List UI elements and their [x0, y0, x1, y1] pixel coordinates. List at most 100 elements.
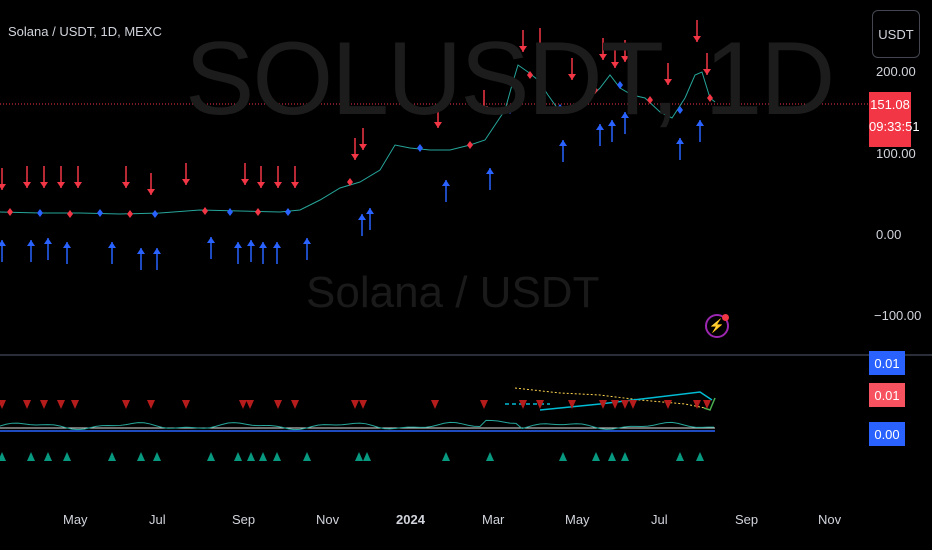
- up-triangle-marker: [273, 452, 281, 461]
- signal-diamond: [67, 210, 73, 218]
- buy-arrow: [108, 242, 116, 264]
- down-triangle-marker: [703, 400, 711, 409]
- buy-arrow: [153, 248, 161, 270]
- down-triangle-marker: [291, 400, 299, 409]
- buy-arrow: [442, 180, 450, 202]
- up-triangle-marker: [234, 452, 242, 461]
- up-triangle-marker: [153, 452, 161, 461]
- symbol-title[interactable]: Solana / USDT, 1D, MEXC: [8, 24, 162, 39]
- trendline-green: [703, 397, 716, 411]
- down-triangle-marker: [611, 400, 619, 409]
- sell-arrow: [147, 173, 155, 195]
- buy-arrow: [44, 238, 52, 260]
- buy-arrow: [207, 237, 215, 259]
- sell-arrow: [274, 166, 282, 188]
- oscillator-markers: [0, 400, 711, 461]
- down-triangle-marker: [599, 400, 607, 409]
- signal-diamond: [347, 178, 353, 186]
- signal-diamond: [97, 209, 103, 217]
- up-triangle-marker: [247, 452, 255, 461]
- down-triangle-marker: [71, 400, 79, 409]
- down-triangle-marker: [359, 400, 367, 409]
- signal-diamond: [527, 71, 533, 79]
- sell-arrow: [182, 163, 190, 185]
- buy-arrow: [608, 120, 616, 142]
- down-triangle-marker: [147, 400, 155, 409]
- sell-arrow: [257, 166, 265, 188]
- sell-arrow: [519, 30, 527, 52]
- sell-arrow: [664, 63, 672, 85]
- price-axis-label-100: 100.00: [876, 146, 916, 161]
- currency-button[interactable]: USDT: [872, 10, 920, 58]
- time-axis-label: 2024: [396, 512, 425, 527]
- sell-arrow: [351, 138, 359, 160]
- sell-arrow: [291, 166, 299, 188]
- up-triangle-marker: [44, 452, 52, 461]
- sell-arrow: [434, 106, 442, 128]
- price-axis-label-negative: −100.00: [874, 308, 922, 323]
- buy-arrow: [247, 240, 255, 262]
- buy-arrow: [358, 214, 366, 236]
- down-triangle-marker: [23, 400, 31, 409]
- buy-arrow: [27, 240, 35, 262]
- up-triangle-marker: [63, 452, 71, 461]
- down-triangle-marker: [122, 400, 130, 409]
- oscillator-pane: [0, 387, 716, 432]
- up-triangle-marker: [676, 452, 684, 461]
- price-axis-label-top: 200.00: [876, 64, 916, 79]
- sell-arrow: [74, 166, 82, 188]
- up-triangle-marker: [363, 452, 371, 461]
- sell-arrow: [568, 58, 576, 80]
- signal-diamond: [592, 86, 598, 94]
- up-triangle-marker: [559, 452, 567, 461]
- buy-arrow: [303, 238, 311, 260]
- signal-diamond: [677, 106, 683, 114]
- indicator-value-badge: 0.01: [869, 383, 905, 407]
- up-triangle-marker: [27, 452, 35, 461]
- signal-diamond: [285, 208, 291, 216]
- down-triangle-marker: [351, 400, 359, 409]
- buy-arrow: [234, 242, 242, 264]
- oscillator-line: [0, 419, 715, 431]
- lightning-icon[interactable]: ⚡: [705, 314, 729, 338]
- buy-arrow: [63, 242, 71, 264]
- signal-diamond: [227, 208, 233, 216]
- price-axis-label-zero: 0.00: [876, 227, 902, 242]
- last-price-tag: 151.08 09:33:51: [869, 92, 920, 147]
- buy-arrow: [366, 208, 374, 230]
- signal-markers: [0, 20, 713, 270]
- signal-diamond: [255, 208, 261, 216]
- last-price-value: 151.08: [870, 97, 910, 112]
- up-triangle-marker: [108, 452, 116, 461]
- signal-diamond: [127, 210, 133, 218]
- up-triangle-marker: [0, 452, 6, 461]
- down-triangle-marker: [480, 400, 488, 409]
- buy-arrow: [137, 248, 145, 270]
- buy-arrow: [676, 138, 684, 160]
- signal-diamond: [647, 96, 653, 104]
- down-triangle-marker: [239, 400, 247, 409]
- up-triangle-marker: [137, 452, 145, 461]
- time-axis-label: May: [565, 512, 590, 527]
- sell-arrow: [629, 43, 637, 65]
- signal-diamond: [417, 144, 423, 152]
- signal-diamond: [152, 210, 158, 218]
- watermark-ticker: SOLUSDT, 1D: [185, 21, 835, 137]
- buy-arrow: [273, 242, 281, 264]
- sell-arrow: [599, 38, 607, 60]
- sell-arrow: [536, 28, 544, 50]
- up-triangle-marker: [592, 452, 600, 461]
- sell-arrow: [0, 168, 6, 190]
- up-triangle-marker: [355, 452, 363, 461]
- buy-arrow: [696, 120, 704, 142]
- time-axis-label: Nov: [316, 512, 340, 527]
- up-triangle-marker: [207, 452, 215, 461]
- signal-diamond: [202, 207, 208, 215]
- down-triangle-marker: [182, 400, 190, 409]
- buy-arrow: [0, 240, 6, 262]
- sell-arrow: [621, 40, 629, 62]
- down-triangle-marker: [0, 400, 6, 409]
- up-triangle-marker: [608, 452, 616, 461]
- sell-arrow: [480, 90, 488, 112]
